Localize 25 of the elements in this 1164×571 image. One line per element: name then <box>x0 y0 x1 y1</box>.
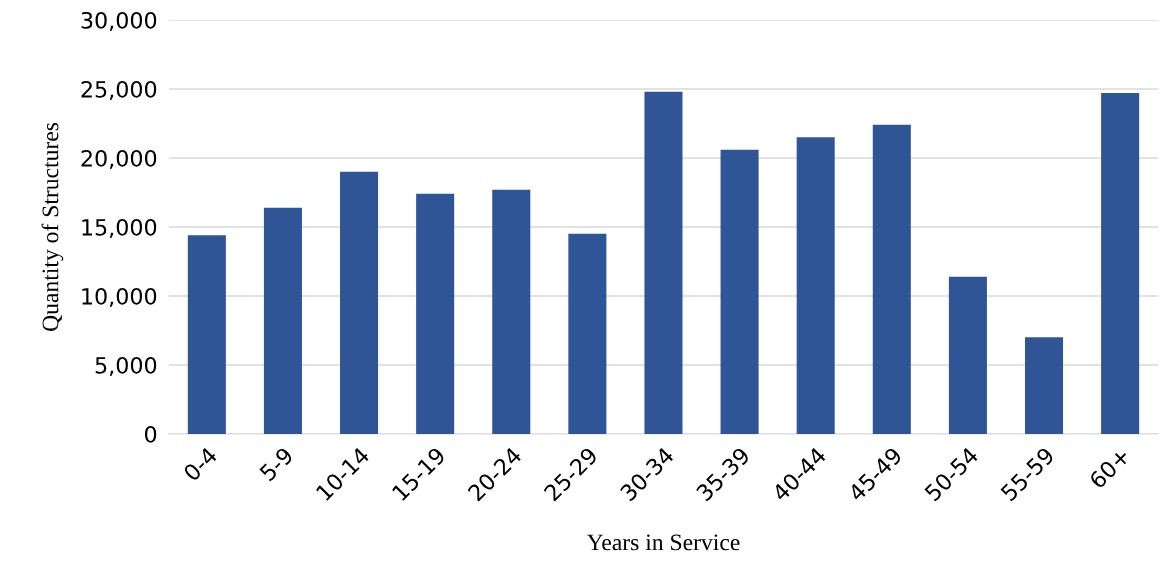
bar <box>568 233 607 434</box>
bar <box>416 193 455 434</box>
x-axis-title: Years in Service <box>586 534 740 551</box>
y-tick-label: 0 <box>145 425 157 443</box>
y-tick-label: 30,000 <box>81 11 157 32</box>
bar <box>644 91 683 434</box>
bar <box>492 189 531 434</box>
y-tick-label: 15,000 <box>82 218 157 238</box>
y-tick-label: 10,000 <box>82 287 157 307</box>
y-tick-label: 20,000 <box>81 149 157 169</box>
x-tick-label: 60+ <box>1088 447 1131 490</box>
bar <box>340 171 379 434</box>
bar <box>948 276 987 434</box>
y-tick-label: 25,000 <box>81 80 157 101</box>
bar <box>796 137 835 434</box>
bar <box>1024 337 1064 434</box>
y-tick-label: 5,000 <box>95 356 157 376</box>
bar <box>187 235 226 434</box>
x-tick-label: 0-4 <box>182 446 219 482</box>
x-tick-label: 5-9 <box>258 446 294 482</box>
y-axis-title: Quantity of Structures <box>41 122 64 331</box>
bar <box>1101 93 1140 434</box>
bar <box>720 149 759 434</box>
bar <box>263 207 302 434</box>
bar <box>872 124 911 434</box>
